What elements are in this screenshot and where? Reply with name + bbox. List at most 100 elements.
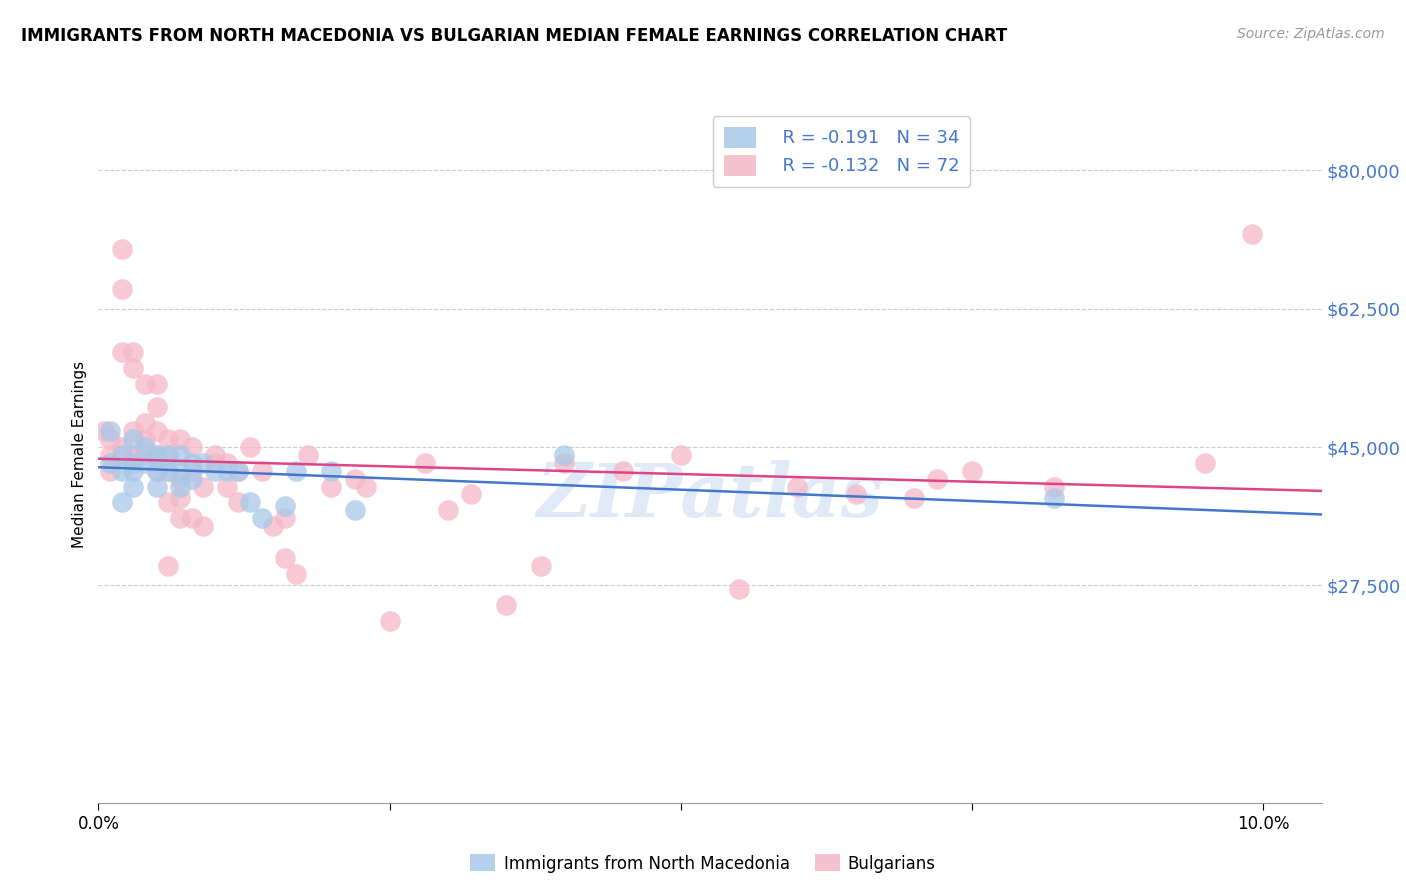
Point — [204, 448, 226, 462]
Point — [530, 558, 553, 573]
Point — [98, 432, 121, 446]
Point — [274, 550, 297, 565]
Point — [98, 448, 121, 462]
Point — [193, 519, 215, 533]
Point — [134, 440, 156, 454]
Point — [169, 448, 191, 462]
Point — [180, 456, 202, 470]
Point — [145, 448, 167, 462]
Legend: Immigrants from North Macedonia, Bulgarians: Immigrants from North Macedonia, Bulgari… — [464, 847, 942, 880]
Point — [437, 503, 460, 517]
Point — [1240, 227, 1263, 241]
Point — [157, 448, 180, 462]
Point — [274, 511, 297, 525]
Point — [145, 451, 167, 466]
Point — [1194, 456, 1216, 470]
Point — [111, 440, 134, 454]
Point — [250, 464, 273, 478]
Text: ZIPatlas: ZIPatlas — [537, 460, 883, 533]
Point — [157, 448, 180, 462]
Point — [169, 464, 191, 478]
Point — [226, 464, 249, 478]
Point — [145, 424, 167, 438]
Point — [728, 582, 751, 597]
Point — [111, 282, 134, 296]
Point — [134, 444, 156, 458]
Point — [122, 448, 145, 462]
Point — [215, 479, 238, 493]
Point — [157, 464, 180, 478]
Point — [274, 500, 297, 514]
Point — [157, 464, 180, 478]
Point — [93, 424, 115, 438]
Point — [134, 376, 156, 391]
Point — [145, 448, 167, 462]
Point — [145, 464, 167, 478]
Point — [122, 464, 145, 478]
Point — [111, 345, 134, 359]
Point — [193, 479, 215, 493]
Point — [111, 243, 134, 257]
Point — [145, 464, 167, 478]
Point — [204, 464, 226, 478]
Point — [134, 448, 156, 462]
Point — [145, 376, 167, 391]
Point — [122, 361, 145, 376]
Legend:   R = -0.191   N = 34,   R = -0.132   N = 72: R = -0.191 N = 34, R = -0.132 N = 72 — [713, 116, 970, 186]
Point — [111, 464, 134, 478]
Point — [1042, 491, 1064, 506]
Point — [122, 456, 145, 470]
Text: IMMIGRANTS FROM NORTH MACEDONIA VS BULGARIAN MEDIAN FEMALE EARNINGS CORRELATION : IMMIGRANTS FROM NORTH MACEDONIA VS BULGA… — [21, 27, 1007, 45]
Point — [122, 424, 145, 438]
Point — [169, 472, 191, 486]
Point — [321, 464, 343, 478]
Point — [553, 456, 575, 470]
Point — [226, 495, 249, 509]
Text: Source: ZipAtlas.com: Source: ZipAtlas.com — [1237, 27, 1385, 41]
Point — [193, 456, 215, 470]
Point — [145, 451, 167, 466]
Point — [460, 487, 482, 501]
Point — [145, 479, 167, 493]
Point — [122, 451, 145, 466]
Point — [356, 479, 378, 493]
Y-axis label: Median Female Earnings: Median Female Earnings — [72, 361, 87, 549]
Point — [98, 464, 121, 478]
Point — [413, 456, 436, 470]
Point — [180, 472, 202, 486]
Point — [1042, 479, 1064, 493]
Point — [285, 464, 308, 478]
Point — [204, 456, 226, 470]
Point — [903, 491, 925, 506]
Point — [285, 566, 308, 581]
Point — [180, 511, 202, 525]
Point — [553, 448, 575, 462]
Point — [786, 479, 808, 493]
Point — [495, 598, 517, 612]
Point — [169, 479, 191, 493]
Point — [111, 448, 134, 462]
Point — [297, 448, 319, 462]
Point — [321, 479, 343, 493]
Point — [157, 495, 180, 509]
Point — [343, 503, 366, 517]
Point — [169, 511, 191, 525]
Point — [98, 456, 121, 470]
Point — [239, 495, 262, 509]
Point — [378, 614, 401, 628]
Point — [169, 432, 191, 446]
Point — [157, 432, 180, 446]
Point — [845, 487, 868, 501]
Point — [122, 479, 145, 493]
Point — [927, 472, 949, 486]
Point — [180, 440, 202, 454]
Point — [250, 511, 273, 525]
Point — [343, 472, 366, 486]
Point — [215, 456, 238, 470]
Point — [180, 464, 202, 478]
Point — [122, 345, 145, 359]
Point — [612, 464, 634, 478]
Point — [215, 464, 238, 478]
Point — [134, 432, 156, 446]
Point — [134, 417, 156, 431]
